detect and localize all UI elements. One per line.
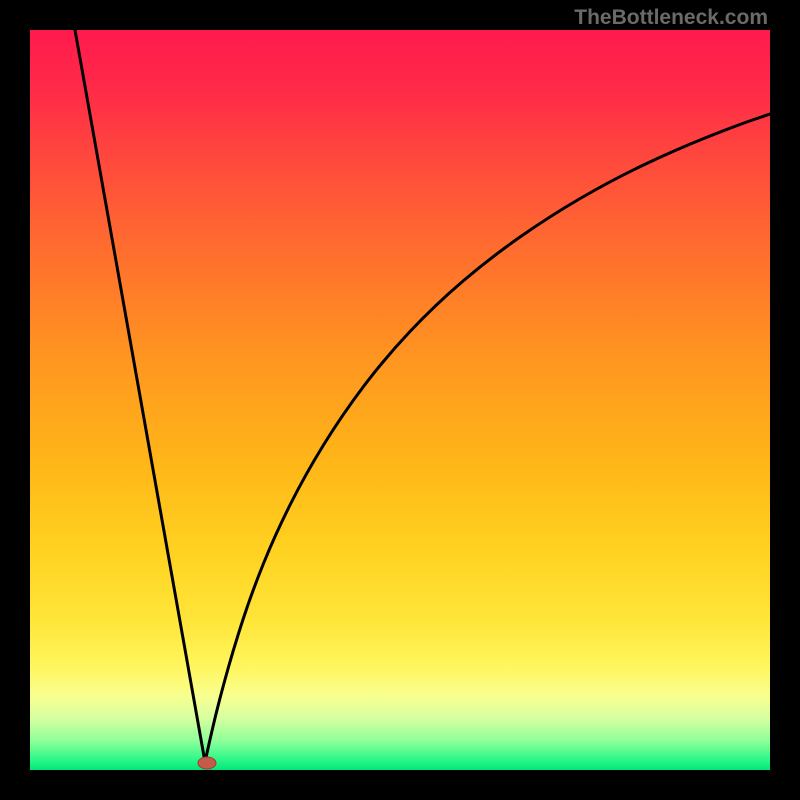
minimum-marker <box>198 757 216 769</box>
watermark-text: TheBottleneck.com <box>574 6 768 30</box>
chart-container: TheBottleneck.com <box>0 0 800 800</box>
curve-path <box>75 30 770 762</box>
plot-area <box>30 30 770 770</box>
bottleneck-curve <box>30 30 770 770</box>
